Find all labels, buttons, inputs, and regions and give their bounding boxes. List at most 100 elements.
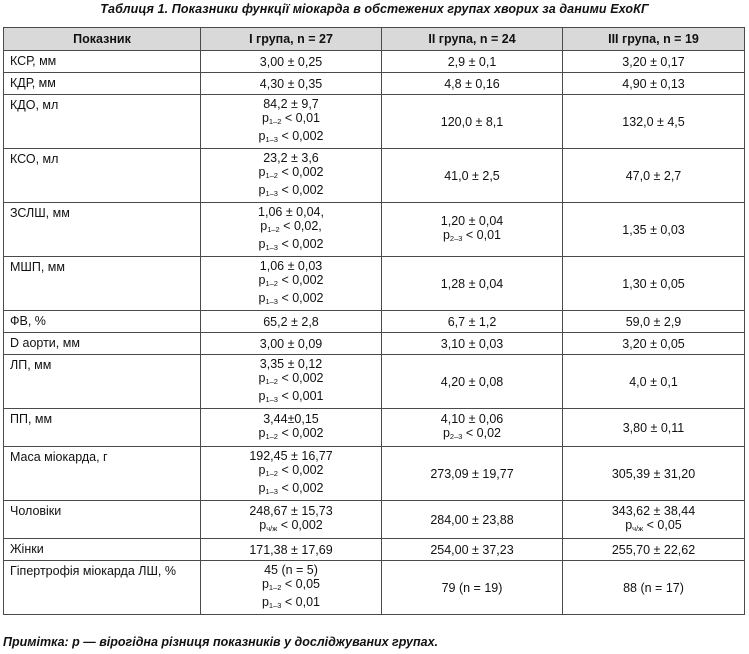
cell-value: 3,00 ± 0,09 — [259, 336, 323, 351]
p-subscript: 1–2 — [267, 224, 280, 234]
table-row: D аорти, мм 3,00 ± 0,09 3,10 ± 0,03 3,20 ± … — [3, 332, 745, 355]
cell-value: 79 (n = 19) — [441, 580, 503, 595]
p-symbol: p — [258, 480, 266, 495]
cell-group-1: 248,67 ± 15,73 pч/ж < 0,002 — [200, 500, 382, 539]
cell-group-1: 192,45 ± 16,77 p1–2 < 0,002 p1–3 < 0,002 — [200, 446, 382, 501]
cell-group-2: 273,09 ± 19,77 — [381, 446, 563, 501]
cell-value: 1,30 ± 0,05 — [622, 276, 685, 291]
p-value: pч/ж < 0,05 — [567, 518, 740, 536]
p-symbol: p — [442, 425, 450, 440]
cell-value: 3,10 ± 0,03 — [440, 336, 504, 351]
cell-group-1: 4,30 ± 0,35 — [200, 72, 382, 95]
cell-group-1: 1,06 ± 0,04, p1–2 < 0,02, p1–3 < 0,002 — [200, 202, 382, 257]
p-threshold: < 0,002 — [277, 164, 324, 179]
p-symbol: p — [260, 218, 268, 233]
cell-value: 4,8 ± 0,16 — [444, 76, 500, 91]
cell-group-2: 6,7 ± 1,2 — [381, 310, 563, 333]
row-label: Маса міокарда, г — [3, 446, 201, 501]
p-value: pч/ж < 0,002 — [205, 518, 377, 536]
p-value: p1–2 < 0,05 — [205, 577, 377, 595]
p-subscript: 1–2 — [268, 116, 282, 126]
cell-value: 4,90 ± 0,13 — [622, 76, 685, 91]
header-indicator: Показник — [3, 27, 201, 51]
cell-group-3: 59,0 ± 2,9 — [562, 310, 745, 333]
cell-value: 1,28 ± 0,04 — [440, 276, 504, 291]
p-value: p1–3 < 0,002 — [205, 237, 377, 255]
table-row: КДР, мм 4,30 ± 0,35 4,8 ± 0,16 4,90 ± 0,13 — [3, 72, 745, 95]
p-symbol: p — [258, 182, 266, 197]
cell-group-1: 171,38 ± 17,69 — [200, 538, 382, 561]
row-label: Жінки — [3, 538, 201, 561]
p-value: p1–3 < 0,002 — [205, 481, 377, 499]
cell-group-2: 2,9 ± 0,1 — [381, 50, 563, 73]
header-group-1: І група, n = 27 — [200, 27, 382, 51]
p-symbol: p — [259, 517, 267, 532]
row-label: КДО, мл — [3, 94, 201, 149]
table-row: МШП, мм 1,06 ± 0,03 p1–2 < 0,002 p1–3 < 0,0… — [3, 256, 745, 311]
p-value: p1–3 < 0,001 — [205, 389, 377, 407]
p-threshold: < 0,001 — [277, 388, 324, 403]
p-symbol: p — [258, 290, 266, 305]
table-row: КСР, мм 3,00 ± 0,25 2,9 ± 0,1 3,20 ± 0,17 — [3, 50, 745, 73]
p-value: p1–2 < 0,01 — [205, 111, 377, 129]
p-subscript: 1–2 — [265, 170, 278, 180]
cell-value: 3,80 ± 0,11 — [622, 420, 685, 435]
table-row: Жінки 171,38 ± 17,69 254,00 ± 37,23 255,70 … — [3, 538, 745, 561]
myocardium-table: Показник І група, n = 27 ІІ група, n = 2… — [3, 27, 745, 615]
p-threshold: < 0,002 — [277, 425, 324, 440]
p-value: p2–3 < 0,01 — [386, 228, 558, 246]
p-subscript: 1–2 — [268, 582, 282, 592]
p-subscript: 1–3 — [265, 242, 278, 252]
cell-group-3: 3,80 ± 0,11 — [562, 408, 745, 447]
table-row: Гіпертрофія міокарда ЛШ, % 45 (n = 5) p1–2… — [3, 560, 745, 615]
p-value: p1–3 < 0,002 — [205, 183, 377, 201]
p-threshold: < 0,002 — [277, 290, 324, 305]
p-value: p1–3 < 0,002 — [205, 291, 377, 309]
cell-group-3: 3,20 ± 0,05 — [562, 332, 745, 355]
footnote-label: Примітка: — [3, 635, 69, 649]
p-subscript: ч/ж — [266, 523, 278, 533]
p-symbol: p — [258, 272, 266, 287]
cell-value: 305,39 ± 31,20 — [611, 466, 696, 481]
p-symbol: p — [258, 164, 266, 179]
cell-value: 3,44±0,15 — [263, 411, 319, 426]
cell-value: 255,70 ± 22,62 — [611, 542, 696, 557]
row-label: МШП, мм — [3, 256, 201, 311]
cell-group-2: 1,20 ± 0,04 p2–3 < 0,01 — [381, 202, 563, 257]
footnote: Примітка: р — вірогідна різниця показник… — [3, 635, 438, 649]
p-subscript: 1–3 — [265, 188, 278, 198]
table-row: ЛП, мм 3,35 ± 0,12 p1–2 < 0,002 p1–3 < 0,00… — [3, 354, 745, 409]
p-value: p1–2 < 0,002 — [205, 463, 377, 481]
table-row: ЗСЛШ, мм 1,06 ± 0,04, p1–2 < 0,02, p1–3 < 0… — [3, 202, 745, 257]
footnote-text: р — вірогідна різниця показників у дослі… — [68, 635, 439, 649]
p-value: p1–2 < 0,02, — [205, 219, 377, 237]
cell-value: 88 (n = 17) — [623, 580, 684, 595]
table-row: ФВ, % 65,2 ± 2,8 6,7 ± 1,2 59,0 ± 2,9 — [3, 310, 745, 333]
p-threshold: < 0,002 — [277, 236, 324, 251]
p-subscript: 1–2 — [265, 278, 278, 288]
cell-value: 120,0 ± 8,1 — [440, 114, 504, 129]
p-subscript: 1–2 — [265, 376, 278, 386]
cell-group-1: 1,06 ± 0,03 p1–2 < 0,002 p1–3 < 0,002 — [200, 256, 382, 311]
header-row: Показник І група, n = 27 ІІ група, n = 2… — [3, 27, 745, 51]
p-threshold: < 0,05 — [643, 517, 682, 532]
cell-value: 59,0 ± 2,9 — [625, 314, 682, 329]
p-value: p1–2 < 0,002 — [205, 165, 377, 183]
p-value: p1–2 < 0,002 — [205, 273, 377, 291]
cell-value: 132,0 ± 4,5 — [622, 114, 685, 129]
row-label: ПП, мм — [3, 408, 201, 447]
cell-value: 4,20 ± 0,08 — [440, 374, 504, 389]
p-value: p1–3 < 0,002 — [205, 129, 377, 147]
p-value: p1–2 < 0,002 — [205, 371, 377, 389]
cell-value: 4,0 ± 0,1 — [629, 374, 678, 389]
p-subscript: 2–3 — [449, 431, 463, 441]
p-value: p1–3 < 0,01 — [205, 595, 377, 613]
cell-group-1: 65,2 ± 2,8 — [200, 310, 382, 333]
p-subscript: ч/ж — [632, 523, 644, 533]
p-threshold: < 0,002 — [277, 182, 324, 197]
cell-value: 23,2 ± 3,6 — [263, 150, 319, 165]
p-subscript: 1–3 — [265, 394, 278, 404]
p-symbol: p — [258, 388, 266, 403]
cell-group-1: 45 (n = 5) p1–2 < 0,05 p1–3 < 0,01 — [200, 560, 382, 615]
cell-group-1: 3,35 ± 0,12 p1–2 < 0,002 p1–3 < 0,001 — [200, 354, 382, 409]
